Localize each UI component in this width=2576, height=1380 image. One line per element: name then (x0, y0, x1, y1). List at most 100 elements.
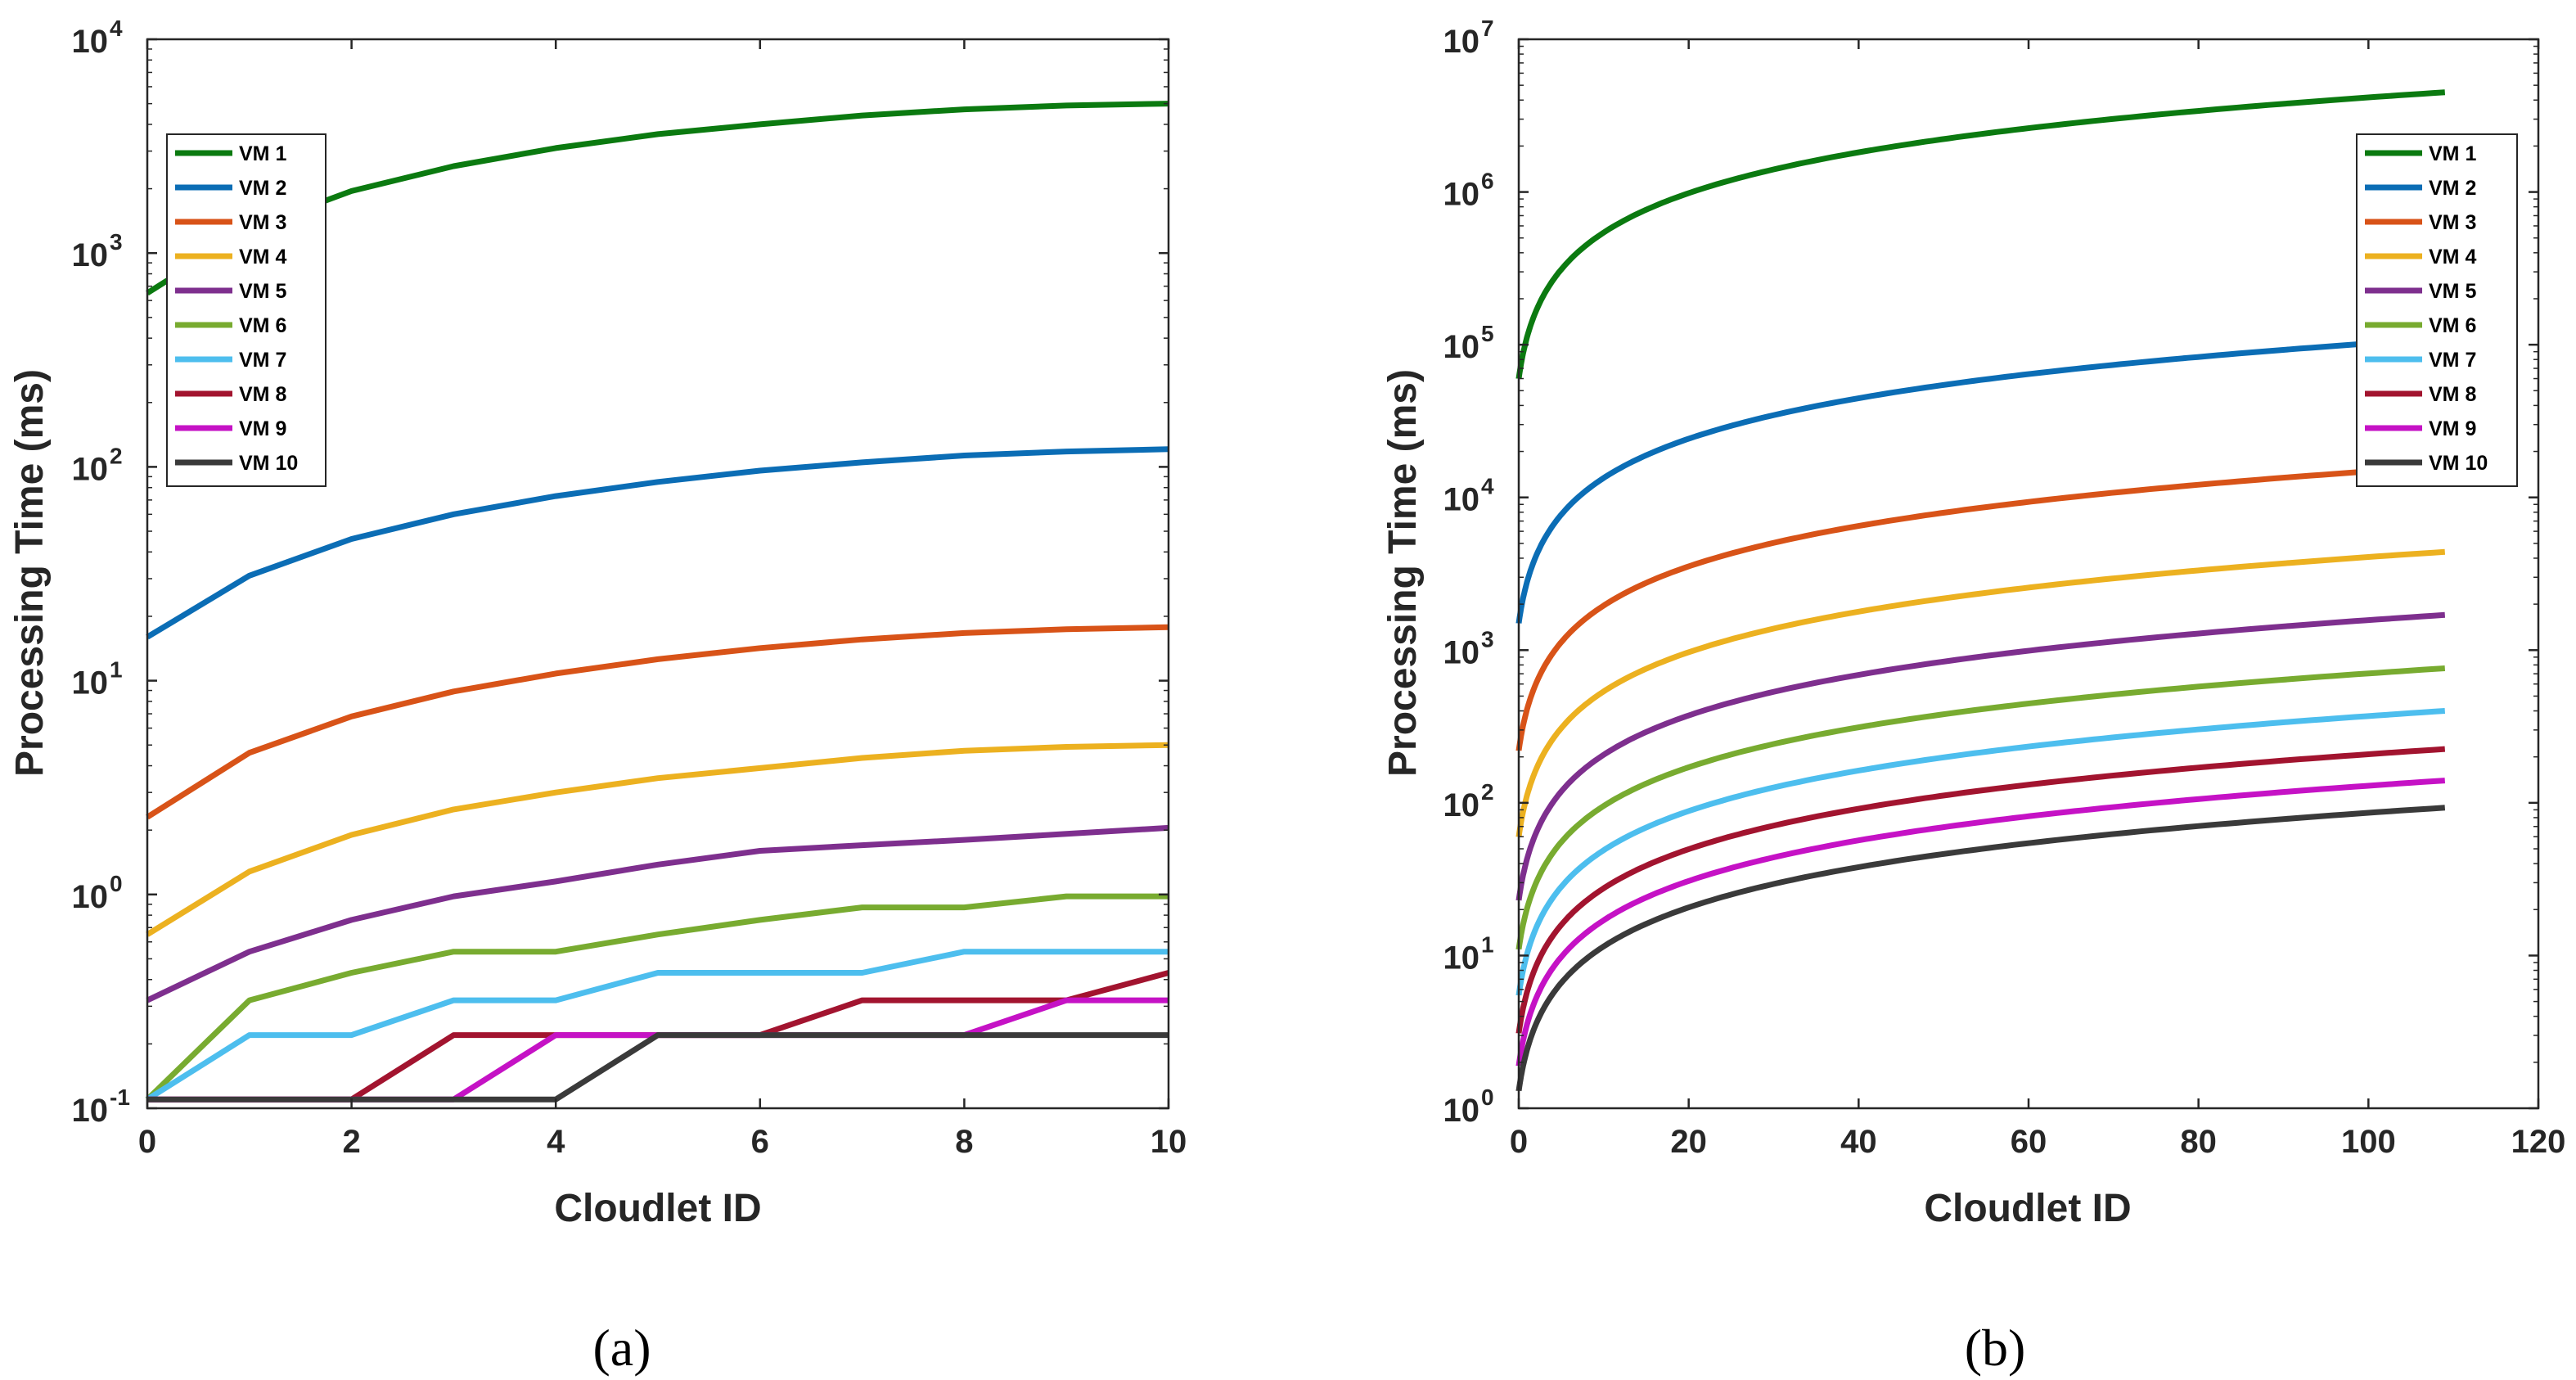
a-legend-label: VM 7 (239, 349, 286, 372)
b-y-tick-label: 10 4 (1443, 474, 1495, 518)
b-legend-label: VM 7 (2429, 349, 2476, 372)
panel-b-y-axis-label: Processing Time (ms) (1381, 369, 1425, 777)
b-series-vm-10 (1515, 805, 2446, 1094)
b-y-tick-base: 10 (1443, 482, 1480, 518)
a-y-tick-label: 10 -1 (72, 1085, 130, 1129)
a-series-vm-5 (146, 824, 1169, 1003)
a-y-tick-label: 10 1 (72, 657, 123, 701)
a-x-tick-label: 0 (138, 1124, 156, 1160)
a-legend-item: VM 4 (175, 246, 286, 268)
a-y-tick-label: 10 2 (72, 443, 123, 487)
panel-a-series (145, 101, 1169, 1103)
a-y-tick-exponent: 3 (110, 229, 123, 255)
b-y-tick-base: 10 (1443, 1093, 1480, 1129)
b-y-tick-label: 10 2 (1443, 779, 1494, 823)
b-x-tick-label: 60 (2011, 1124, 2047, 1160)
b-legend-item: VM 9 (2365, 417, 2476, 440)
a-series-vm-9 (147, 997, 1169, 1103)
b-x-tick-label: 40 (1840, 1124, 1877, 1160)
a-y-tick-base: 10 (72, 879, 109, 915)
a-legend-item: VM 8 (175, 383, 286, 406)
b-legend-label: VM 3 (2429, 211, 2476, 234)
a-x-tick-label: 2 (342, 1124, 360, 1160)
a-y-tick-label: 10 3 (72, 229, 123, 273)
panel-a-caption: (a) (592, 1319, 651, 1377)
panel-b-x-axis-label: Cloudlet ID (1924, 1187, 2131, 1230)
b-legend-item: VM 7 (2365, 349, 2476, 372)
b-series-vm-4 (1515, 548, 2446, 840)
a-x-tick-label: 4 (547, 1124, 565, 1160)
panel-a-y-axis-label: Processing Time (ms) (8, 369, 52, 777)
b-x-tick-label: 20 (1670, 1124, 1707, 1160)
a-legend-label: VM 1 (239, 142, 286, 165)
b-y-tick-base: 10 (1443, 24, 1480, 60)
b-x-tick-label: 100 (2341, 1124, 2396, 1160)
a-legend-label: VM 10 (239, 452, 298, 475)
a-x-tick-label: 10 (1151, 1124, 1187, 1160)
b-series-vm-1 (1515, 89, 2446, 381)
b-legend-item: VM 1 (2365, 142, 2476, 165)
a-x-tick-label: 8 (955, 1124, 973, 1160)
b-series-vm-2 (1515, 335, 2446, 626)
a-legend-label: VM 4 (239, 246, 286, 268)
b-series-vm-5 (1515, 611, 2446, 904)
a-legend-item: VM 9 (175, 417, 286, 440)
a-legend-label: VM 2 (239, 177, 286, 200)
b-series-vm-7 (1515, 708, 2446, 999)
b-legend-label: VM 2 (2429, 177, 2476, 200)
b-y-tick-label: 10 6 (1443, 169, 1494, 213)
a-legend-label: VM 6 (239, 314, 286, 337)
a-y-tick-label: 10 4 (72, 16, 124, 60)
a-series-vm-3 (146, 624, 1169, 820)
a-legend-label: VM 8 (239, 383, 286, 406)
a-y-tick-exponent: 1 (110, 657, 123, 683)
b-legend-label: VM 6 (2429, 314, 2476, 337)
b-y-tick-exponent: 1 (1481, 931, 1494, 957)
b-legend-label: VM 4 (2429, 246, 2476, 268)
b-y-tick-base: 10 (1443, 177, 1480, 213)
a-y-tick-base: 10 (72, 24, 109, 60)
a-series-vm-2 (146, 446, 1169, 640)
b-legend-label: VM 1 (2429, 142, 2476, 165)
panel-a-axes-frame (146, 38, 1170, 1110)
a-legend-item: VM 2 (175, 177, 286, 200)
a-y-tick-base: 10 (72, 1093, 109, 1129)
b-y-tick-exponent: 0 (1481, 1085, 1494, 1110)
b-y-tick-exponent: 3 (1481, 626, 1494, 652)
a-series-vm-4 (146, 742, 1169, 937)
a-legend-item: VM 1 (175, 142, 286, 165)
a-series-vm-6 (145, 893, 1169, 1102)
a-legend-item: VM 7 (175, 349, 286, 372)
b-x-tick-label: 80 (2180, 1124, 2217, 1160)
a-y-tick-base: 10 (72, 451, 109, 487)
a-y-tick-exponent: 4 (110, 16, 123, 41)
a-y-tick-exponent: 2 (110, 443, 123, 468)
b-legend-item: VM 5 (2365, 280, 2476, 303)
a-legend-item: VM 10 (175, 452, 298, 475)
b-series-vm-3 (1515, 463, 2446, 754)
panel-a-x-axis-label: Cloudlet ID (554, 1187, 761, 1230)
panel-b-series (1515, 89, 2446, 1094)
panel-a-legend: VM 1 VM 2 VM 3 VM 4 VM 5 VM 6 VM 7 VM 8 VM 9 VM 1… (166, 133, 327, 487)
b-x-tick-label: 120 (2511, 1124, 2566, 1160)
a-legend-label: VM 5 (239, 280, 286, 303)
b-y-tick-exponent: 5 (1481, 321, 1494, 346)
a-y-tick-label: 10 0 (72, 871, 123, 915)
a-x-tick-label: 6 (751, 1124, 769, 1160)
b-series-vm-6 (1515, 665, 2446, 952)
a-legend-item: VM 6 (175, 314, 286, 337)
panel-b-caption: (b) (1965, 1319, 2026, 1377)
a-series-vm-7 (146, 949, 1169, 1103)
b-y-tick-exponent: 2 (1481, 779, 1494, 805)
b-y-tick-exponent: 4 (1481, 474, 1494, 499)
b-y-tick-label: 10 7 (1443, 16, 1494, 60)
a-legend-label: VM 3 (239, 211, 286, 234)
a-y-tick-base: 10 (72, 665, 109, 701)
a-y-tick-exponent: 0 (110, 871, 123, 896)
b-y-tick-label: 10 3 (1443, 626, 1494, 670)
b-y-tick-base: 10 (1443, 787, 1480, 823)
b-legend-item: VM 2 (2365, 177, 2476, 200)
